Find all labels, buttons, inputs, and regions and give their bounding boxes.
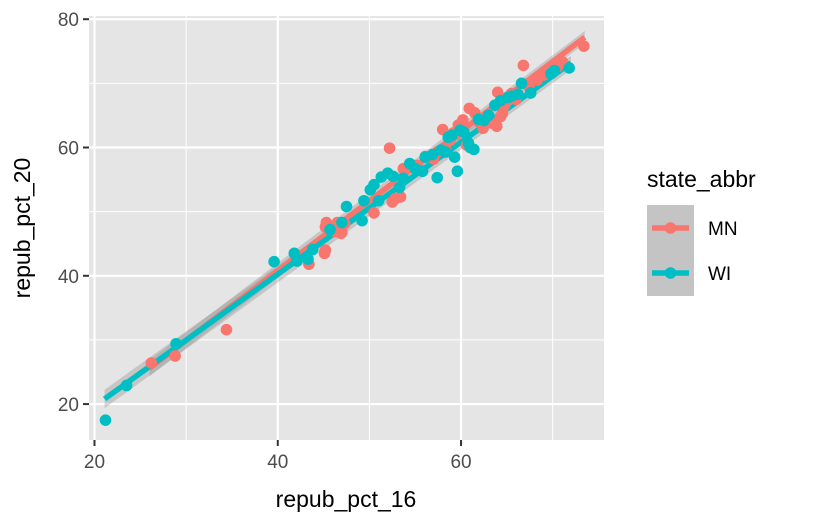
data-point-wi: [340, 200, 353, 213]
data-point-wi: [515, 77, 528, 90]
y-axis-ticks: 20 40 60 80: [58, 10, 89, 416]
data-point-mn: [517, 59, 530, 72]
x-tick-label: 60: [450, 452, 471, 473]
data-point-wi: [397, 172, 410, 185]
data-point-mn: [490, 120, 503, 133]
data-point-wi: [457, 126, 470, 138]
data-point-mn: [383, 142, 396, 154]
data-point-wi: [393, 181, 406, 194]
legend-key-point-wi: [664, 267, 677, 279]
data-point-wi: [448, 151, 461, 163]
data-point-wi: [431, 171, 444, 184]
data-point-mn: [145, 357, 158, 369]
legend-title: state_abbr: [647, 166, 756, 192]
data-point-wi: [336, 216, 348, 229]
x-tick-label: 20: [84, 452, 105, 473]
data-point-wi: [302, 253, 314, 265]
y-tick-label: 40: [58, 267, 79, 288]
data-point-wi: [468, 143, 480, 156]
data-point-mn: [319, 244, 332, 256]
legend-label-wi: WI: [708, 264, 731, 285]
data-point-wi: [416, 165, 429, 178]
y-tick-label: 60: [58, 138, 79, 159]
data-point-wi: [99, 414, 112, 426]
data-point-wi: [512, 88, 524, 101]
data-point-wi: [324, 223, 336, 236]
data-point-mn: [169, 350, 181, 362]
legend: state_abbr MN WI: [647, 166, 756, 296]
data-point-wi: [548, 64, 561, 77]
data-point-wi: [524, 87, 537, 99]
legend-entries: MN WI: [652, 219, 738, 285]
x-axis-title: repub_pct_16: [276, 486, 417, 512]
data-point-wi: [372, 194, 385, 207]
data-point-mn: [457, 114, 469, 126]
data-point-mn: [220, 323, 233, 336]
data-point-wi: [368, 178, 380, 191]
x-axis-ticks: 20 40 60: [84, 440, 472, 473]
data-point-wi: [563, 62, 575, 74]
data-points: [99, 40, 590, 426]
y-tick-label: 20: [58, 395, 79, 416]
legend-key-background: [647, 205, 694, 296]
legend-key-point-mn: [664, 222, 677, 234]
y-tick-label: 80: [58, 10, 79, 31]
legend-label-mn: MN: [708, 219, 738, 240]
y-axis-title: repub_pct_20: [9, 158, 35, 299]
data-point-wi: [170, 337, 182, 350]
data-point-wi: [482, 109, 495, 122]
data-point-mn: [394, 191, 407, 203]
data-point-wi: [356, 214, 368, 227]
data-point-wi: [291, 255, 303, 267]
data-point-mn: [578, 40, 590, 52]
data-point-mn: [368, 207, 380, 219]
grid-major: [89, 16, 604, 440]
data-point-wi: [358, 194, 370, 207]
data-point-wi: [439, 146, 452, 158]
data-point-wi: [306, 243, 319, 256]
data-point-wi: [387, 170, 400, 183]
x-tick-label: 40: [267, 452, 288, 473]
data-point-wi: [451, 165, 464, 178]
data-point-wi: [120, 379, 133, 392]
data-point-wi: [268, 255, 280, 268]
